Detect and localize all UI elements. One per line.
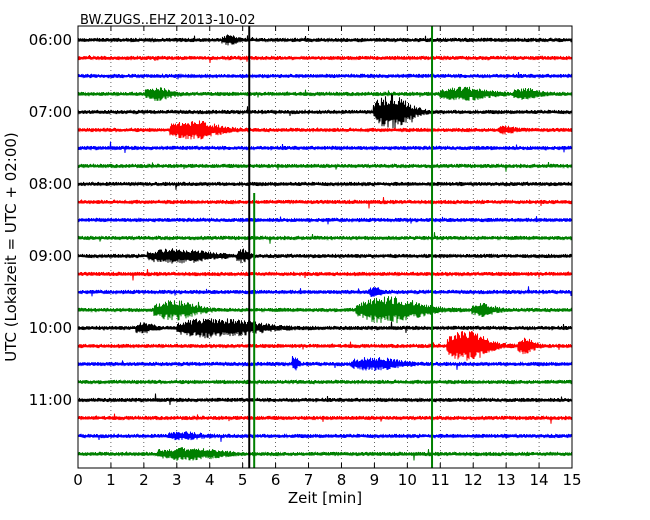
trace-line	[77, 269, 573, 281]
x-tick-label: 0	[73, 471, 83, 489]
trace-line	[77, 413, 573, 424]
vertical-markers	[248, 26, 434, 468]
trace-line	[77, 248, 573, 264]
trace-line	[77, 216, 573, 225]
trace-line	[77, 34, 573, 46]
trace-line	[77, 447, 573, 461]
trace-line	[77, 181, 573, 190]
traces	[77, 34, 573, 461]
y-tick-label: 11:00	[29, 391, 72, 409]
y-tick-label: 06:00	[29, 31, 72, 49]
y-tick-label: 09:00	[29, 247, 72, 265]
x-tick-label: 1	[106, 471, 116, 489]
x-tick-label: 7	[304, 471, 314, 489]
trace-line	[77, 86, 573, 101]
trace-line	[77, 197, 573, 209]
y-tick-label: 10:00	[29, 319, 72, 337]
trace-line	[77, 232, 573, 244]
trace-line	[77, 431, 573, 442]
x-tick-label: 9	[370, 471, 380, 489]
trace-line	[77, 355, 573, 371]
x-tick-label: 8	[337, 471, 347, 489]
plot-frame	[77, 25, 573, 469]
trace-line	[77, 120, 573, 140]
grid	[110, 26, 540, 468]
x-tick-label: 14	[530, 471, 549, 489]
y-axis-label: UTC (Lokalzeit = UTC + 02:00)	[2, 132, 20, 362]
trace-line	[77, 54, 573, 63]
x-tick-label: 3	[172, 471, 182, 489]
trace-line	[77, 296, 573, 324]
x-tick-label: 11	[431, 471, 450, 489]
trace-line	[77, 71, 573, 80]
trace-line	[77, 141, 573, 153]
x-tick-label: 2	[139, 471, 149, 489]
x-axis-label: Zeit [min]	[288, 489, 362, 507]
y-tick-label: 08:00	[29, 175, 72, 193]
y-tick-label: 07:00	[29, 103, 72, 121]
trace-line	[77, 318, 573, 339]
x-axis: 0 1 2 3 4 5 6 7 8 9 10 11 12 13 14 15	[73, 26, 582, 489]
trace-line	[77, 286, 573, 297]
y-axis: 06:00 07:00 08:00 09:00 10:00 11:00	[29, 31, 572, 409]
chart-title: BW.ZUGS..EHZ 2013-10-02	[80, 13, 256, 28]
x-tick-label: 6	[271, 471, 281, 489]
trace-line	[77, 162, 573, 172]
trace-line	[77, 378, 573, 385]
trace-line	[77, 94, 573, 129]
x-tick-label: 15	[562, 471, 581, 489]
trace-line	[77, 331, 573, 361]
trace-line	[77, 393, 573, 405]
x-tick-label: 13	[497, 471, 516, 489]
x-tick-label: 10	[398, 471, 417, 489]
x-tick-label: 5	[238, 471, 248, 489]
x-tick-label: 4	[205, 471, 215, 489]
x-tick-label: 12	[464, 471, 483, 489]
